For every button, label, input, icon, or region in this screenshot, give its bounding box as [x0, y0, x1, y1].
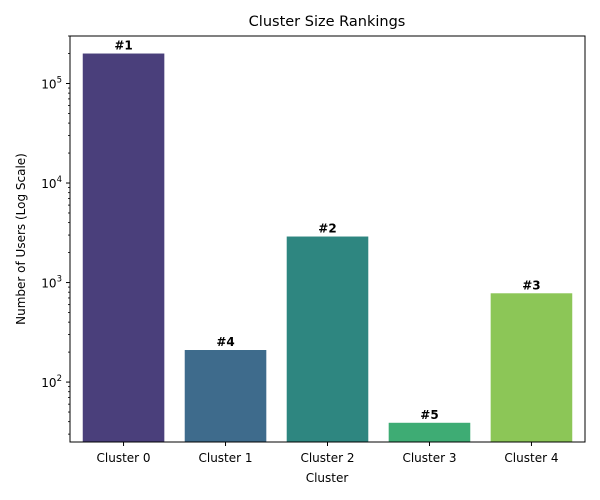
bar-3: [388, 422, 471, 442]
rank-label-3: #5: [420, 408, 438, 422]
y-axis-label: Number of Users (Log Scale): [14, 153, 28, 325]
bar-0: [82, 53, 165, 442]
y-tick-label-2: 104: [41, 175, 62, 191]
rank-label-1: #4: [216, 335, 234, 349]
rank-label-2: #2: [318, 222, 336, 236]
x-tick-label-4: Cluster 4: [504, 451, 558, 465]
plot-frame: [69, 35, 586, 443]
x-tick-label-1: Cluster 1: [198, 451, 252, 465]
x-axis-label: Cluster: [306, 471, 349, 485]
rank-label-0: #1: [114, 39, 132, 53]
x-tick-label-3: Cluster 3: [402, 451, 456, 465]
x-tick-label-2: Cluster 2: [300, 451, 354, 465]
bars-group: [82, 53, 573, 442]
x-axis: Cluster 0 Cluster 1 Cluster 2 Cluster 3 Clus…: [97, 442, 558, 465]
chart-title: Cluster Size Rankings: [249, 14, 406, 30]
rank-label-4: #3: [522, 278, 540, 292]
rank-labels-group: #1 #4 #2 #5 #3: [114, 39, 540, 422]
bar-1: [184, 350, 267, 442]
x-tick-label-0: Cluster 0: [97, 451, 151, 465]
y-tick-label-0: 102: [41, 374, 62, 390]
y-axis: 102 103 104 105: [41, 35, 70, 435]
bar-4: [490, 293, 573, 442]
bar-2: [286, 236, 369, 442]
y-tick-label-3: 105: [41, 75, 62, 91]
y-tick-label-1: 103: [41, 275, 62, 291]
